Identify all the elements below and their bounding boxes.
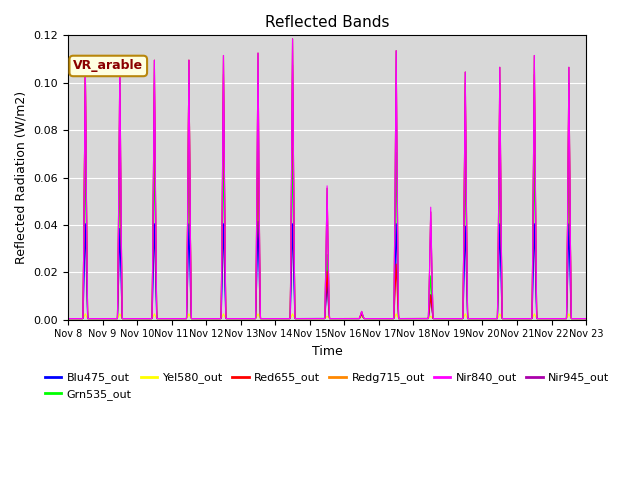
Y-axis label: Reflected Radiation (W/m2): Reflected Radiation (W/m2) [15, 91, 28, 264]
X-axis label: Time: Time [312, 345, 342, 358]
Title: Reflected Bands: Reflected Bands [265, 15, 389, 30]
Text: VR_arable: VR_arable [73, 60, 143, 72]
Legend: Blu475_out, Grn535_out, Yel580_out, Red655_out, Redg715_out, Nir840_out, Nir945_: Blu475_out, Grn535_out, Yel580_out, Red6… [40, 368, 614, 404]
